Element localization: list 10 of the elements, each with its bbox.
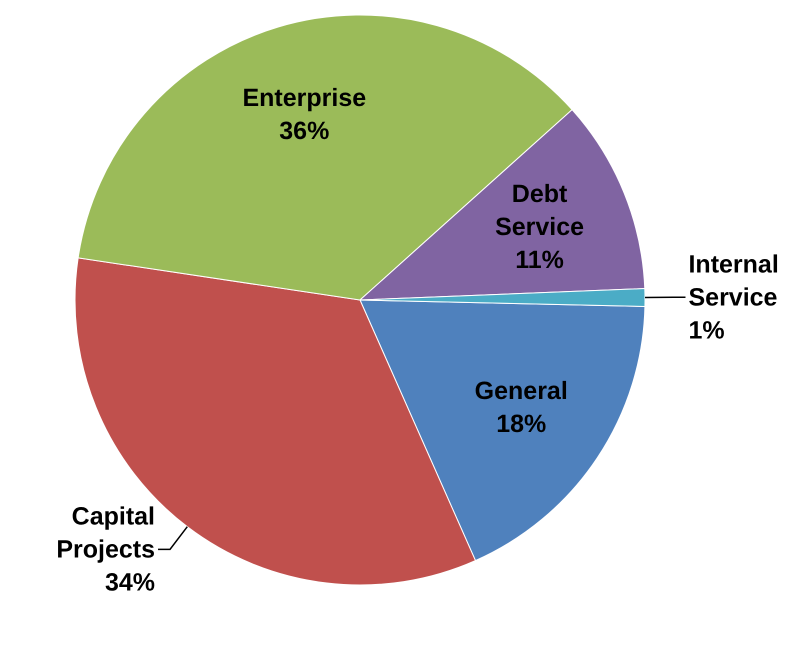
data-label: 34% <box>104 568 156 596</box>
data-label: 36% <box>279 116 330 145</box>
data-label: 11% <box>515 246 564 274</box>
slice-label: Debt Service <box>495 180 584 242</box>
data-label: 18% <box>496 410 546 438</box>
slice-label: Internal Service <box>688 250 779 312</box>
slice-label: Capital Projects <box>56 502 156 564</box>
slice-label: Enterprise <box>242 84 366 112</box>
slice-label: General <box>474 377 568 406</box>
data-label: 1% <box>688 316 725 344</box>
